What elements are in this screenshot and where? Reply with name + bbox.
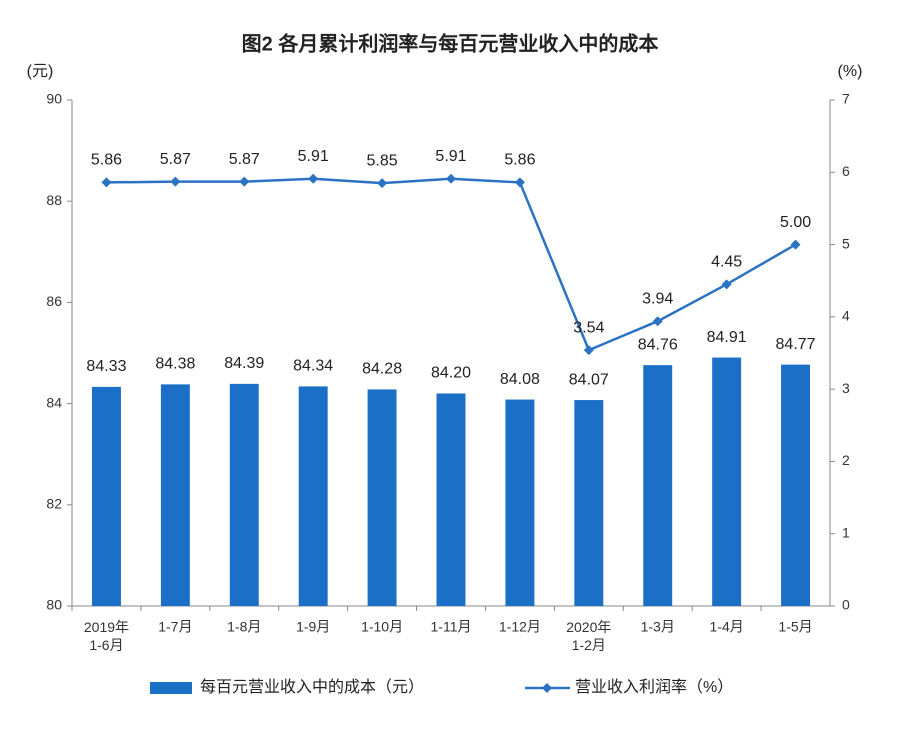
bar-value-label: 84.20: [431, 365, 471, 382]
line-marker: [514, 177, 525, 188]
y-tick-label: 88: [46, 192, 62, 208]
bar-value-label: 84.08: [500, 371, 540, 388]
x-tick-label: 1-10月: [361, 619, 403, 635]
y-tick-label: 80: [46, 597, 62, 613]
bar: [229, 383, 259, 606]
line-marker: [652, 316, 663, 327]
bar-value-label: 84.39: [224, 355, 264, 372]
line-value-label: 5.87: [160, 151, 191, 168]
x-tick-label: 1-8月: [227, 619, 261, 635]
bar-value-label: 84.34: [293, 358, 333, 375]
line-marker: [308, 173, 319, 184]
line-value-label: 5.87: [229, 151, 260, 168]
line-marker: [377, 178, 388, 189]
bar-value-label: 84.91: [707, 329, 747, 346]
chart-title: 图2 各月累计利润率与每百元营业收入中的成本: [242, 31, 659, 55]
bar-value-label: 84.28: [362, 361, 402, 378]
bar: [643, 365, 673, 606]
y-tick-label: 84: [46, 394, 62, 410]
y2-unit: (%): [838, 63, 863, 80]
x-tick-label: 1-7月: [158, 619, 192, 635]
y2-tick-label: 1: [842, 524, 850, 540]
y-tick-label: 86: [46, 293, 62, 309]
y2-tick-label: 5: [842, 235, 850, 251]
line-marker: [101, 177, 112, 188]
y2-tick-label: 2: [842, 452, 850, 468]
y2-tick-label: 7: [842, 91, 850, 107]
x-tick-label: 2019年 1-6月: [84, 619, 129, 653]
line-value-label: 5.91: [435, 148, 466, 165]
line-value-label: 3.54: [573, 319, 604, 336]
bar: [436, 393, 466, 606]
y2-tick-label: 6: [842, 163, 850, 179]
legend-swatch: [542, 683, 552, 693]
bar-value-label: 84.76: [638, 336, 678, 353]
bar: [712, 357, 742, 606]
line-marker: [721, 279, 732, 290]
legend-label: 每百元营业收入中的成本（元）: [200, 678, 424, 696]
bar: [91, 386, 121, 606]
bar: [160, 384, 190, 606]
x-tick-label: 1-5月: [778, 619, 812, 635]
line: [106, 177, 797, 352]
x-tick-label: 1-3月: [641, 619, 675, 635]
y-tick-label: 90: [46, 91, 62, 107]
legend-swatch: [150, 682, 192, 694]
bar-value-label: 84.77: [776, 336, 816, 353]
bar: [298, 386, 328, 606]
line-value-label: 5.00: [780, 214, 811, 231]
line-value-label: 5.86: [91, 152, 122, 169]
x-tick-label: 2020年 1-2月: [566, 619, 611, 653]
y-tick-label: 82: [46, 496, 62, 512]
line-marker: [790, 239, 801, 250]
bar-value-label: 84.38: [155, 356, 195, 373]
x-tick-label: 1-12月: [499, 619, 541, 635]
bar-value-label: 84.07: [569, 371, 609, 388]
line-value-label: 5.86: [504, 152, 535, 169]
y2-tick-label: 4: [842, 308, 850, 324]
y2-tick-label: 3: [842, 380, 850, 396]
line-marker: [170, 176, 181, 187]
line-value-label: 3.94: [642, 290, 673, 307]
x-tick-label: 1-9月: [296, 619, 330, 635]
bar: [367, 389, 397, 606]
line-marker: [239, 176, 250, 187]
y2-tick-label: 0: [842, 597, 850, 613]
bar: [505, 399, 535, 606]
line-marker: [446, 173, 456, 184]
bar-value-label: 84.33: [86, 358, 126, 375]
bar: [574, 400, 604, 606]
bar: [781, 364, 811, 606]
line-value-label: 5.85: [367, 152, 398, 169]
x-tick-label: 1-11月: [431, 619, 472, 635]
x-tick-label: 1-4月: [710, 619, 744, 635]
line-marker: [583, 345, 594, 356]
line-value-label: 4.45: [711, 254, 742, 271]
legend-label: 营业收入利润率（%）: [575, 678, 733, 696]
line-value-label: 5.91: [298, 148, 329, 165]
y-unit: (元): [27, 63, 54, 80]
